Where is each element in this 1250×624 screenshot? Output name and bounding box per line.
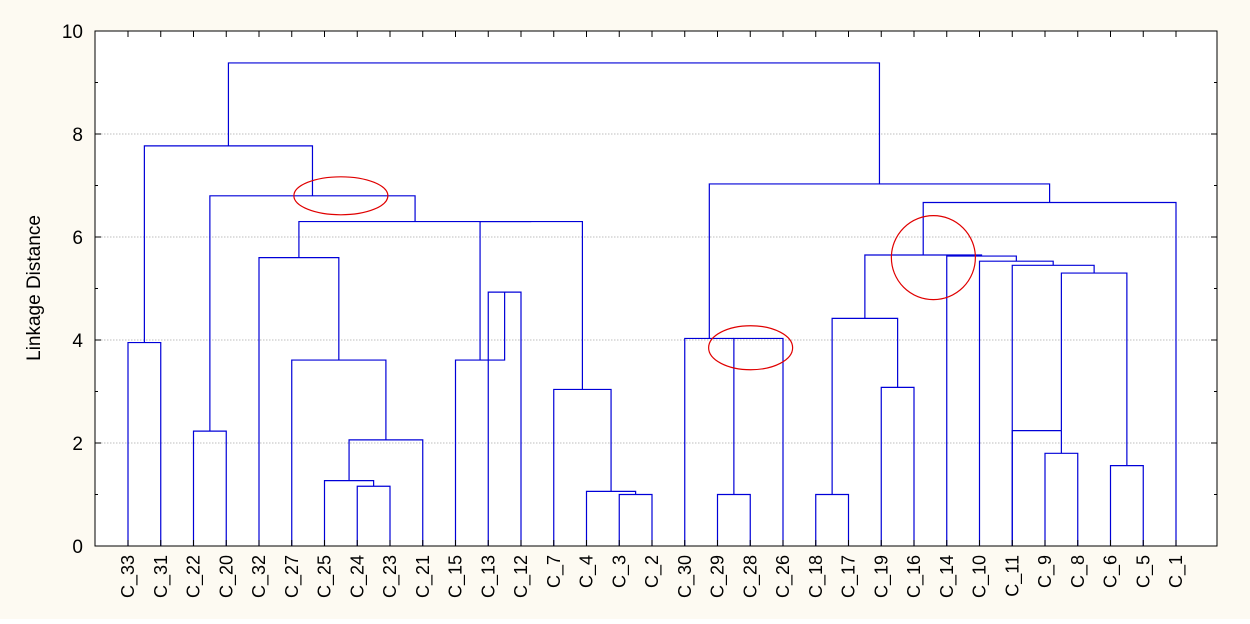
- y-tick-label: 2: [72, 434, 83, 455]
- y-axis-title: Linkage Distance: [24, 215, 45, 361]
- leaf-label: C_6: [1101, 555, 1122, 588]
- leaf-label: C_11: [1002, 555, 1023, 597]
- leaf-label: C_22: [184, 555, 205, 598]
- leaf-label: C_20: [216, 555, 237, 598]
- plot-area: [95, 31, 1217, 546]
- y-tick-label: 8: [72, 125, 83, 146]
- leaf-label: C_12: [511, 555, 532, 598]
- highlight-ellipses: [293, 176, 976, 371]
- leaf-label: C_9: [1035, 555, 1056, 588]
- leaf-label: C_31: [151, 555, 172, 598]
- leaf-label: C_8: [1068, 555, 1089, 588]
- leaf-label: C_3: [609, 555, 630, 588]
- y-tick-label: 10: [62, 22, 83, 43]
- leaf-label: C_32: [249, 555, 270, 598]
- y-axis-ticks: 0 2 4 6 8 10: [62, 22, 1217, 558]
- dendrogram-link: [227, 62, 881, 184]
- dendrogram-link: [733, 337, 784, 546]
- leaf-label: C_26: [773, 555, 794, 598]
- leaf-label: C_4: [577, 555, 598, 588]
- highlight-ellipse: [890, 215, 976, 301]
- leaf-label: C_23: [380, 555, 401, 598]
- leaf-label: C_17: [839, 555, 860, 598]
- leaf-label: C_24: [347, 555, 368, 598]
- leaf-label: C_30: [675, 555, 696, 598]
- leaf-label: C_14: [937, 555, 958, 598]
- leaf-label: C_16: [904, 555, 925, 598]
- leaf-label: C_28: [740, 555, 761, 598]
- highlight-ellipse: [293, 176, 389, 216]
- leaf-label: C_18: [806, 555, 827, 598]
- leaf-label: C_27: [282, 555, 303, 598]
- y-tick-label: 0: [72, 537, 83, 558]
- leaf-label: C_29: [708, 555, 729, 598]
- dendrogram-link: [684, 337, 734, 546]
- leaf-label: C_15: [446, 555, 467, 598]
- leaf-label: C_13: [478, 555, 499, 598]
- highlight-ellipse: [708, 325, 794, 371]
- leaf-label: C_10: [970, 555, 991, 598]
- leaf-label: C_2: [642, 555, 663, 588]
- leaf-label: C_5: [1133, 555, 1154, 588]
- dendrogram-links: [127, 62, 1177, 546]
- dendrogram-link: [298, 220, 532, 258]
- y-tick-label: 4: [72, 331, 83, 352]
- x-axis-ticks: C_33 C_31 C_22 C_20 C_32 C_27 C_25 C_24 C_23 C_21…: [118, 31, 1187, 598]
- leaf-label: C_21: [413, 555, 434, 598]
- leaf-label: C_19: [871, 555, 892, 598]
- leaf-label: C_33: [118, 555, 139, 598]
- dendrogram-link: [479, 220, 584, 390]
- leaf-label: C_25: [315, 555, 336, 598]
- y-tick-label: 6: [72, 228, 83, 249]
- dendrogram-link: [1011, 430, 1062, 546]
- leaf-label: C_1: [1166, 555, 1187, 588]
- grid-lines: [95, 133, 1217, 444]
- leaf-label: C_7: [544, 555, 565, 588]
